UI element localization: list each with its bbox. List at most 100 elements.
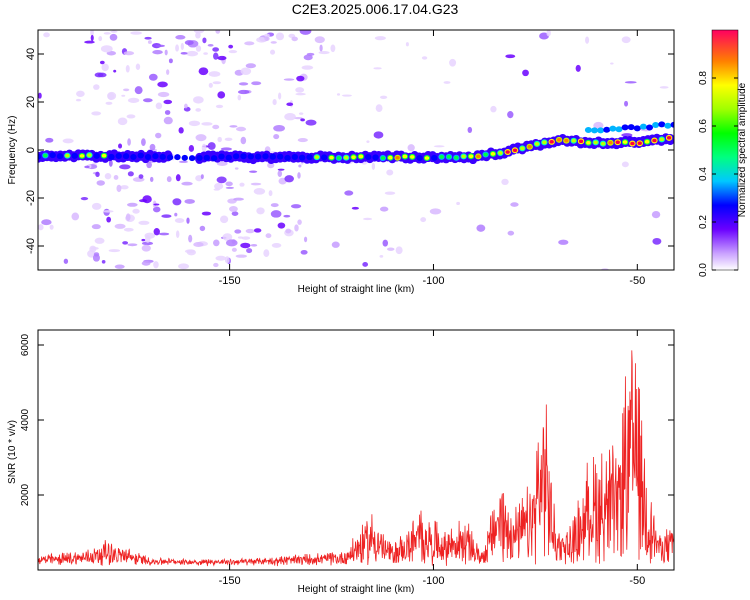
spectrogram-noise-blob xyxy=(164,110,171,115)
colorbar: 0.0 0.2 0.4 0.6 0.8 Normalized spectral ampl… xyxy=(698,29,748,277)
spectrogram-noise-blob xyxy=(153,203,160,206)
spectrogram-noise-blob xyxy=(149,143,156,151)
spectrogram-noise-blob xyxy=(144,36,152,40)
spectrogram-noise-blob xyxy=(273,134,280,140)
spectrogram-ridge-core xyxy=(380,156,386,160)
spectrogram-noise-blob xyxy=(71,212,80,221)
spectrogram-noise-blob xyxy=(75,98,82,102)
spectrogram-noise-blob xyxy=(585,36,590,44)
snr-y-label: SNR (10 * v/v) xyxy=(7,420,18,484)
spectrogram-noise-blob xyxy=(184,40,194,46)
spectrogram-noise-blob xyxy=(238,82,249,86)
spectrogram-noise-blob xyxy=(384,191,396,195)
spectrogram-noise-blob xyxy=(172,198,182,206)
spectrogram-noise-blob xyxy=(379,206,389,212)
snr-x-label: Height of straight line (km) xyxy=(298,584,415,595)
spectrogram-noise-blob xyxy=(62,138,74,144)
spectrogram-noise-blob xyxy=(208,71,221,77)
spectrogram-noise-blob xyxy=(319,44,323,52)
spectrogram-ridge-core xyxy=(402,154,408,159)
spectrogram-noise-blob xyxy=(374,36,386,41)
spectrogram-ridge-core xyxy=(505,150,510,154)
spectrogram-noise-blob xyxy=(226,239,238,247)
colorbar-tick-label: 0.6 xyxy=(698,119,709,133)
spectrogram-noise-blob xyxy=(303,236,308,243)
spectrogram-noise-blob xyxy=(45,137,54,143)
spectrogram-noise-blob xyxy=(375,104,383,112)
spectrogram-noise-blob xyxy=(268,190,273,197)
spectrogram-ridge-core xyxy=(615,140,620,145)
spectrogram-noise-blob xyxy=(155,132,162,139)
spectrogram-ridge-core xyxy=(351,155,356,159)
spectrogram-x-label: Height of straight line (km) xyxy=(298,284,415,295)
spectrogram-noise-blob xyxy=(146,161,152,169)
spectrogram-noise-blob xyxy=(144,232,156,239)
spectrogram-noise-blob xyxy=(166,69,170,75)
spectrogram-noise-blob xyxy=(122,241,129,245)
spectrogram-noise-blob xyxy=(341,94,352,97)
spectrogram-ridge-branch xyxy=(658,121,666,128)
spectrogram-noise-blob xyxy=(193,241,204,248)
spectrogram-noise-blob xyxy=(539,32,549,40)
spectrogram-noise-blob xyxy=(84,40,95,44)
spectrogram-ridge-core xyxy=(476,154,481,159)
spectrogram-noise-blob xyxy=(76,90,85,97)
spectrogram-noise-blob xyxy=(188,144,195,152)
spectrogram-noise-blob xyxy=(379,255,384,258)
spectrogram-ridge-mid xyxy=(276,153,284,160)
spectrogram-noise-blob xyxy=(301,65,314,70)
spectrogram-noise-blob xyxy=(237,89,250,95)
spectrogram-noise-blob xyxy=(610,62,614,65)
spectrogram-noise-blob xyxy=(91,202,102,210)
spectrogram-noise-blob xyxy=(80,197,89,201)
spectrogram-noise-blob xyxy=(101,259,106,264)
spectrogram-noise-blob xyxy=(184,199,195,204)
spectrogram-ridge-core xyxy=(446,155,452,159)
spectrogram-noise-blob xyxy=(225,181,233,187)
spectrogram-noise-blob xyxy=(429,208,442,215)
spectrogram-noise-blob xyxy=(207,43,214,47)
spectrogram-noise-blob xyxy=(270,41,277,44)
spectrogram-noise-blob xyxy=(575,64,581,72)
spectrogram-noise-blob xyxy=(283,214,291,218)
spectrogram-noise-blob xyxy=(303,54,313,61)
spectrogram-noise-blob xyxy=(113,69,117,73)
spectrogram-noise-blob xyxy=(318,51,330,55)
spectrogram-ridge-mid xyxy=(321,154,328,161)
spectrogram-noise-blob xyxy=(41,219,52,226)
spectrogram-noise-blob xyxy=(249,170,258,173)
spectrogram-noise-blob xyxy=(624,81,637,84)
spectrogram-noise-blob xyxy=(195,32,201,39)
spectrogram-noise-blob xyxy=(522,69,529,77)
spectrogram-noise-blob xyxy=(186,249,196,256)
spectrogram-noise-blob xyxy=(212,124,220,130)
spectrogram-ridge-mid xyxy=(137,152,144,159)
spectrogram-noise-blob xyxy=(163,99,173,105)
spectrogram-noise-blob xyxy=(175,230,180,238)
spectrogram-noise-blob xyxy=(283,78,295,81)
spectrogram-noise-blob xyxy=(216,176,227,184)
spectrogram-noise-blob xyxy=(141,138,146,147)
snr-axes: -150 -100 -50 2000 4000 6000 xyxy=(20,330,674,587)
spectrogram-noise-blob xyxy=(270,203,279,208)
spectrogram-noise-blob xyxy=(224,137,233,142)
spectrogram-noise-blob xyxy=(253,228,262,233)
spectrogram-noise-blob xyxy=(237,94,242,101)
spectrogram-ridge-branch xyxy=(615,126,623,133)
spectrogram-ridge-core xyxy=(439,155,444,159)
spectrogram-noise-blob xyxy=(152,49,163,55)
spectrogram-noise-blob xyxy=(449,58,457,67)
spectrogram-noise-blob xyxy=(175,174,181,182)
spectrogram-noise-blob xyxy=(267,162,275,169)
spectrogram-ridge-core xyxy=(454,155,459,160)
spectrogram-noise-blob xyxy=(90,247,99,250)
spectrogram-noise-blob xyxy=(593,121,604,130)
spectrogram-noise-blob xyxy=(250,182,262,186)
spectrogram-noise-blob xyxy=(240,242,251,249)
spectrogram-noise-blob xyxy=(105,101,113,105)
spectrogram-noise-blob xyxy=(213,239,220,247)
spectrogram-ridge-mid xyxy=(431,154,438,161)
spectrogram-ridge-branch xyxy=(584,127,592,134)
spectrogram-noise-blob xyxy=(103,32,111,35)
spectrogram-noise-blob xyxy=(659,86,669,89)
